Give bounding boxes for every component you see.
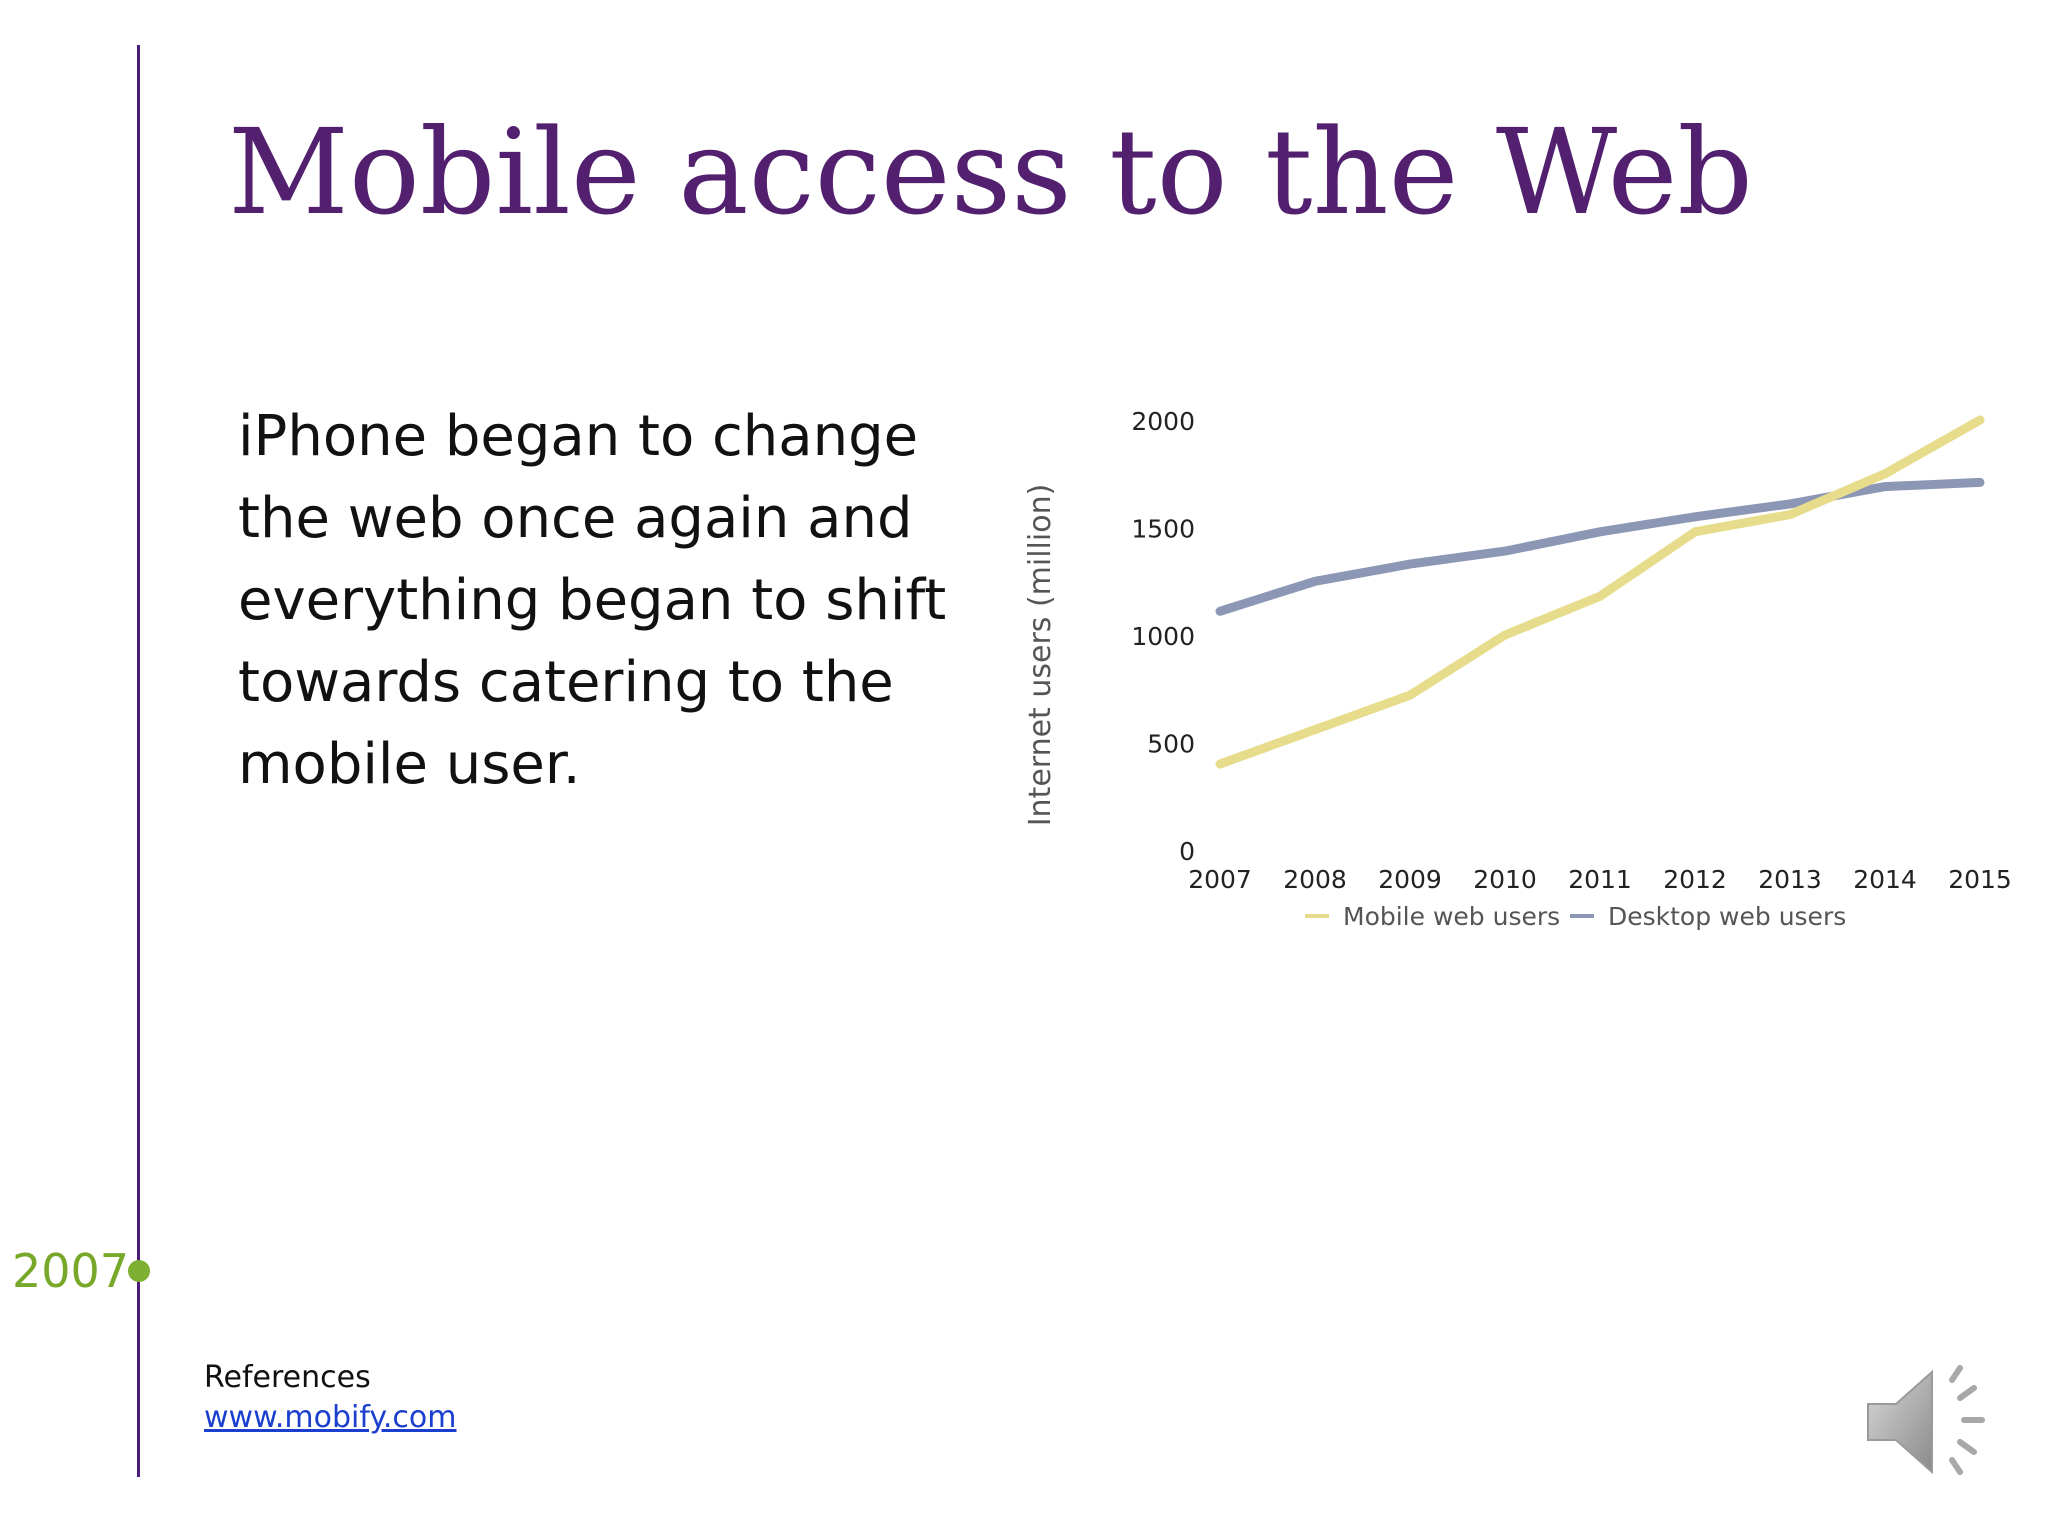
speaker-icon[interactable] <box>1860 1352 2000 1492</box>
data-point <box>1504 550 1507 553</box>
data-point <box>1219 610 1222 613</box>
series-line-mobile <box>1220 420 1980 764</box>
data-point <box>1314 728 1317 731</box>
y-axis-label: Internet users (million) <box>1023 484 1058 827</box>
references-link[interactable]: www.mobify.com <box>204 1400 456 1435</box>
y-tick-label: 500 <box>1147 730 1195 759</box>
x-tick-label: 2008 <box>1283 865 1347 894</box>
legend-label: Desktop web users <box>1608 902 1846 931</box>
slide-title: Mobile access to the Web <box>228 105 1753 241</box>
x-tick-label: 2009 <box>1378 865 1442 894</box>
y-tick-label: 1500 <box>1131 515 1195 544</box>
data-point <box>1884 485 1887 488</box>
data-point <box>1409 563 1412 566</box>
data-point <box>1979 419 1982 422</box>
data-point <box>1789 513 1792 516</box>
timeline-year: 2007 <box>12 1244 129 1298</box>
timeline-marker <box>128 1260 150 1282</box>
x-tick-label: 2013 <box>1758 865 1822 894</box>
data-point <box>1979 481 1982 484</box>
y-tick-label: 0 <box>1179 837 1195 866</box>
body-text: iPhone began to change the web once agai… <box>238 396 998 806</box>
data-point <box>1599 530 1602 533</box>
data-point <box>1504 634 1507 637</box>
y-tick-label: 2000 <box>1131 407 1195 436</box>
references-label: References <box>204 1360 371 1395</box>
data-point <box>1694 515 1697 518</box>
y-tick-label: 1000 <box>1131 622 1195 651</box>
data-point <box>1599 595 1602 598</box>
x-tick-label: 2010 <box>1473 865 1537 894</box>
data-point <box>1219 763 1222 766</box>
legend-label: Mobile web users <box>1343 902 1560 931</box>
x-tick-label: 2015 <box>1948 865 2012 894</box>
x-tick-label: 2007 <box>1188 865 1252 894</box>
data-point <box>1409 694 1412 697</box>
x-tick-label: 2014 <box>1853 865 1917 894</box>
x-tick-label: 2012 <box>1663 865 1727 894</box>
data-point <box>1884 472 1887 475</box>
x-tick-label: 2011 <box>1568 865 1632 894</box>
data-point <box>1789 502 1792 505</box>
data-point <box>1694 530 1697 533</box>
data-point <box>1314 580 1317 583</box>
line-chart: Internet users (million) 0 500 1000 1500 2000… <box>1005 375 2035 955</box>
